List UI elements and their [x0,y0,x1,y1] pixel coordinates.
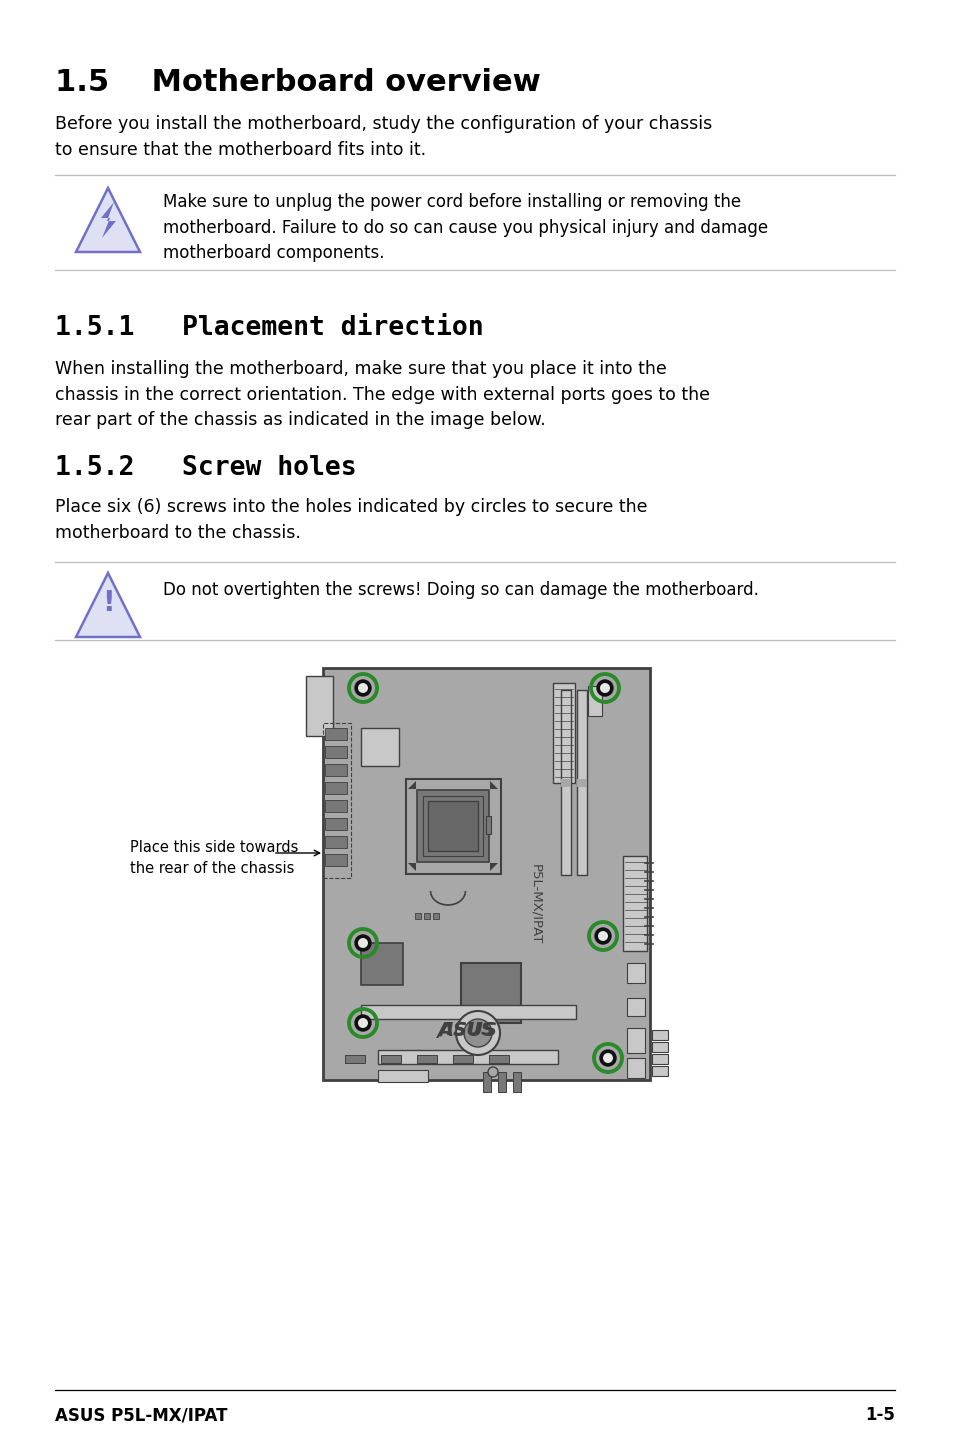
Bar [428,801,477,851]
Bar [325,800,347,812]
Bar [626,1028,644,1053]
Bar [325,746,347,758]
Bar [651,1066,667,1076]
Circle shape [456,1011,499,1055]
Circle shape [355,680,371,696]
Polygon shape [408,781,416,789]
Text: ASUS P5L-MX/IPAT: ASUS P5L-MX/IPAT [55,1406,227,1424]
Bar [587,686,601,716]
Circle shape [599,1050,616,1066]
Circle shape [355,1015,371,1031]
Bar [416,789,489,861]
Bar [415,913,420,919]
Circle shape [602,1053,613,1063]
Bar [482,1071,491,1091]
Text: Place this side towards
the rear of the chassis: Place this side towards the rear of the … [130,840,298,876]
Bar [323,669,649,1080]
Bar [360,943,402,985]
Circle shape [357,1018,368,1028]
Bar [360,1005,576,1020]
Bar [377,1050,558,1064]
Text: Make sure to unplug the power cord before installing or removing the
motherboard: Make sure to unplug the power cord befor… [163,193,767,262]
Bar [306,676,333,736]
Circle shape [463,1020,492,1047]
Bar [325,835,347,848]
Circle shape [357,683,368,693]
Text: P5L-MX/IPAT: P5L-MX/IPAT [529,864,542,945]
Bar [345,1055,365,1063]
Circle shape [597,680,613,696]
Bar [513,1071,520,1091]
Bar [651,1030,667,1040]
Text: 1-5: 1-5 [864,1406,894,1424]
Polygon shape [76,188,140,252]
Bar [325,818,347,830]
Bar [380,1055,400,1063]
Bar [489,1055,509,1063]
Bar [325,728,347,741]
Text: Place six (6) screws into the holes indicated by circles to secure the
motherboa: Place six (6) screws into the holes indi… [55,498,647,542]
Polygon shape [101,201,116,239]
Text: /: / [437,1021,444,1040]
Bar [323,723,351,879]
Bar [433,913,438,919]
Circle shape [595,928,610,943]
Bar [325,854,347,866]
Text: Before you install the motherboard, study the configuration of your chassis
to e: Before you install the motherboard, stud… [55,115,712,158]
Bar [416,1055,436,1063]
Bar [485,815,491,834]
Text: /ISUS: /ISUS [440,1021,495,1040]
Text: Do not overtighten the screws! Doing so can damage the motherboard.: Do not overtighten the screws! Doing so … [163,581,758,600]
Bar [453,1055,473,1063]
Bar [325,782,347,794]
Bar [622,856,646,951]
Polygon shape [490,781,497,789]
Bar [423,913,430,919]
Bar [406,779,500,874]
Text: 1.5.1   Placement direction: 1.5.1 Placement direction [55,315,483,341]
Circle shape [599,683,609,693]
Bar [651,1054,667,1064]
Bar [377,1070,428,1081]
Bar [422,797,482,856]
Text: 1.5    Motherboard overview: 1.5 Motherboard overview [55,68,540,96]
Bar [497,1071,505,1091]
Polygon shape [76,572,140,637]
Text: 1.5.2   Screw holes: 1.5.2 Screw holes [55,454,356,480]
Bar [460,963,520,1022]
Polygon shape [490,863,497,871]
Bar [553,683,575,784]
Bar [325,764,347,777]
Polygon shape [408,863,416,871]
Bar [577,779,586,787]
Bar [560,779,571,787]
Bar [651,1043,667,1053]
Bar [626,1058,644,1078]
Circle shape [488,1067,497,1077]
Text: !: ! [102,590,114,617]
Bar [360,728,398,766]
Circle shape [598,930,607,940]
Bar [626,963,644,984]
Circle shape [357,938,368,948]
Bar [577,690,586,874]
Bar [626,998,644,1017]
Text: When installing the motherboard, make sure that you place it into the
chassis in: When installing the motherboard, make su… [55,360,709,430]
Bar [560,690,571,874]
Text: ASUS: ASUS [438,1021,497,1040]
Circle shape [355,935,371,951]
